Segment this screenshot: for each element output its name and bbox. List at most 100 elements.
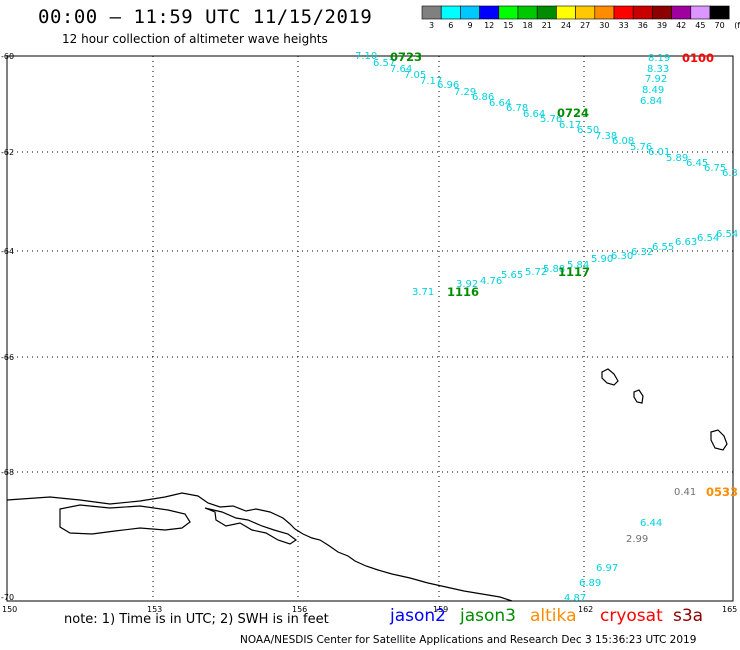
coastline [6, 368, 728, 602]
wave-height-value: 0.41 [674, 487, 696, 498]
wave-height-value: 4.87 [564, 593, 586, 604]
scale-swatch [575, 5, 596, 20]
scale-label: 36 [638, 21, 648, 30]
satellite-jason2: jason2 [390, 606, 446, 626]
scale-label: 18 [523, 21, 533, 30]
scale-swatch [479, 5, 500, 20]
wave-height-value: 6.75 [704, 163, 726, 174]
wave-height-value: 5.76 [540, 114, 562, 125]
scale-swatch [690, 5, 711, 20]
pass-time-label: 1116 [447, 285, 479, 299]
scale-swatch [536, 5, 557, 20]
lon-label: 165 [722, 605, 737, 614]
graticule [7, 56, 733, 601]
lon-label: 156 [292, 605, 307, 614]
scale-swatch [613, 5, 634, 20]
scale-label: 6 [448, 21, 453, 30]
scale-label: 45 [695, 21, 705, 30]
scale-label: 15 [503, 21, 513, 30]
scale-label: 24 [561, 21, 571, 30]
map-frame [6, 55, 734, 602]
wave-height-value: 6.08 [612, 136, 634, 147]
scale-label: 9 [467, 21, 472, 30]
scale-swatch [632, 5, 653, 20]
lat-label: -60 [1, 52, 14, 61]
scale-label: 30 [599, 21, 609, 30]
scale-swatch [440, 5, 461, 20]
wave-height-value: 7.92 [645, 74, 667, 85]
wave-height-value: 6.55 [652, 242, 674, 253]
wave-height-value: 6.63 [675, 237, 697, 248]
scale-label: 27 [580, 21, 590, 30]
island-small-2 [633, 389, 644, 404]
wave-height-value: 5.89 [666, 153, 688, 164]
wave-height-value: 6.64 [489, 98, 511, 109]
wave-height-value: 2.99 [626, 534, 648, 545]
wave-height-value: 6.97 [596, 563, 618, 574]
lat-label: -70 [1, 593, 14, 602]
wave-height-value: 6.89 [579, 578, 601, 589]
satellite-s3a: s3a [673, 606, 704, 626]
track-0100: 8.198.337.928.496.84 0100 [640, 51, 714, 107]
coastal-inlet [59, 504, 191, 535]
pass-time-label: 1117 [558, 265, 590, 279]
wave-height-value: 3.92 [456, 279, 478, 290]
scale-label: 12 [484, 21, 494, 30]
track-0724: 6.176.507.386.085.766.015.896.456.756.3 0… [557, 106, 738, 179]
lon-label: 153 [147, 605, 162, 614]
scale-label: 70 [715, 21, 725, 30]
pass-time-label: 0724 [557, 106, 589, 120]
wave-height-value: 6.96 [437, 80, 459, 91]
lon-label: 150 [2, 605, 17, 614]
wave-height-value: 5.90 [591, 254, 613, 265]
wave-height-value: 8.33 [647, 64, 669, 75]
wave-height-value: 6.3 [722, 168, 738, 179]
island-small-3 [710, 429, 728, 451]
scale-label: 42 [676, 21, 686, 30]
track-0533: 0.41 6.44 2.99 6.97 6.89 4.87 0533 [564, 485, 738, 604]
wave-height-value: 5.84 [567, 260, 589, 271]
wave-height-value: 6.01 [648, 147, 670, 158]
scale-swatch [652, 5, 672, 20]
wave-height-value: 5.72 [525, 267, 547, 278]
wave-height-value: 6.84 [640, 96, 662, 107]
wave-height-value: 6.45 [686, 158, 708, 169]
coastal-peninsula [204, 507, 298, 545]
wave-height-value: 6.78 [506, 103, 528, 114]
wave-height-value: 8.19 [648, 53, 670, 64]
wave-height-value: 7.64 [390, 64, 412, 75]
scale-swatch [556, 5, 576, 20]
wave-height-value: 6.30 [611, 251, 633, 262]
wave-height-value: 6.32 [631, 247, 653, 258]
scale-swatch [517, 5, 538, 20]
lon-labels: 150 153 156 159 162 165 [2, 605, 737, 614]
footer-note: note: 1) Time is in UTC; 2) SWH is in fe… [64, 612, 329, 627]
wave-height-value: 6.54 [716, 229, 738, 240]
scale-swatch [460, 5, 480, 20]
wave-height-value: 6.64 [523, 109, 545, 120]
page-subtitle: 12 hour collection of altimeter wave hei… [62, 32, 328, 46]
wave-height-value: 3.71 [412, 287, 434, 298]
pass-time-label: 0723 [390, 50, 422, 64]
scale-unit-label: (ft) [734, 21, 740, 30]
wave-height-value: 7.05 [404, 70, 426, 81]
scale-label: 21 [542, 21, 552, 30]
lon-label: 159 [433, 605, 448, 614]
wave-height-value: 6.57 [373, 58, 395, 69]
pass-time-label: 0533 [706, 485, 738, 499]
page-title: 00:00 – 11:59 UTC 11/15/2019 [38, 6, 373, 28]
scale-label: 3 [429, 21, 434, 30]
satellite-jason3: jason3 [460, 606, 516, 626]
satellite-cryosat: cryosat [600, 606, 663, 626]
scale-label: 39 [657, 21, 667, 30]
scale-label: 33 [619, 21, 629, 30]
wave-height-value: 7.10 [355, 51, 377, 62]
lat-label: -66 [1, 353, 14, 362]
wave-height-value: 6.50 [577, 125, 599, 136]
wave-height-value: 4.76 [480, 276, 502, 287]
wave-height-value: 5.76 [630, 142, 652, 153]
island-small-1 [601, 368, 619, 386]
lat-label: -68 [1, 468, 14, 477]
